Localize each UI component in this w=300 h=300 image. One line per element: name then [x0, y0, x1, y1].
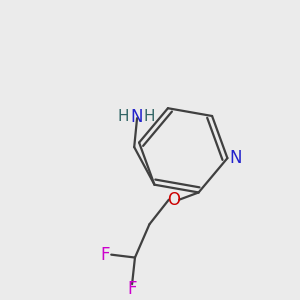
Text: H: H: [143, 109, 155, 124]
Text: F: F: [100, 246, 110, 264]
Text: H: H: [118, 109, 129, 124]
Text: O: O: [167, 191, 181, 209]
Text: N: N: [130, 108, 142, 126]
Text: N: N: [229, 149, 242, 167]
Text: F: F: [127, 280, 137, 298]
